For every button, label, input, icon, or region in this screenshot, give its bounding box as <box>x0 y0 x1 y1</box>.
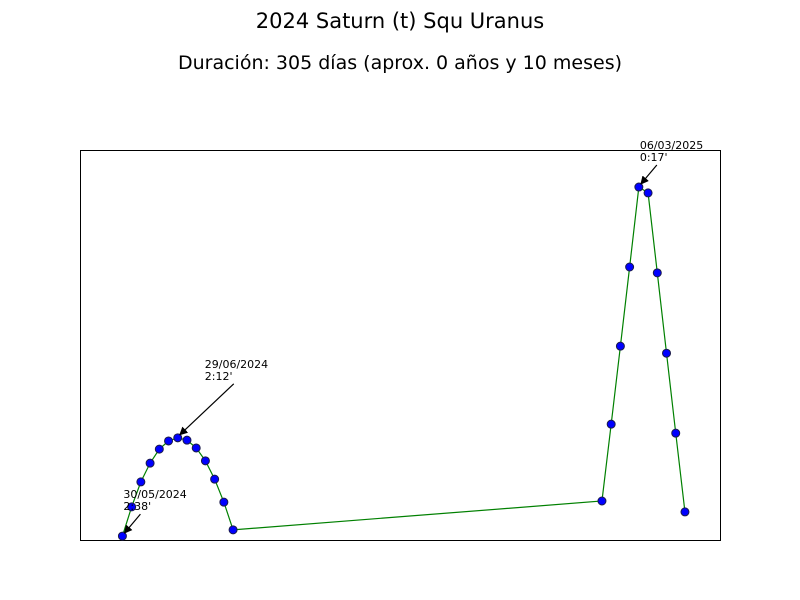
data-point <box>173 433 183 443</box>
data-point <box>182 435 192 445</box>
data-point <box>643 188 653 198</box>
data-point <box>145 458 155 468</box>
data-point <box>652 268 662 278</box>
plot-frame <box>80 150 721 541</box>
data-point <box>117 531 127 541</box>
data-point <box>597 496 607 506</box>
annotation-orb: 2:12' <box>205 370 233 383</box>
chart-title: 2024 Saturn (t) Squ Uranus <box>256 9 544 33</box>
data-point <box>136 477 146 487</box>
data-point <box>164 436 174 446</box>
data-point <box>210 474 220 484</box>
data-point <box>634 182 644 192</box>
data-point <box>606 419 616 429</box>
data-point <box>625 262 635 272</box>
annotation-arrow <box>179 383 235 436</box>
annotation-date: 29/06/2024 <box>205 358 268 371</box>
data-point <box>219 497 229 507</box>
data-point <box>615 341 625 351</box>
data-point <box>200 456 210 466</box>
data-point <box>228 525 238 535</box>
data-point <box>191 443 201 453</box>
annotation-arrow <box>123 513 141 534</box>
annotation-orb: 0:17' <box>640 151 668 164</box>
annotation-date: 06/03/2025 <box>640 139 703 152</box>
data-point <box>662 348 672 358</box>
data-point <box>680 507 690 517</box>
data-point <box>154 444 164 454</box>
chart-subtitle: Duración: 305 días (aprox. 0 años y 10 m… <box>178 52 622 74</box>
annotation-arrow <box>640 164 658 185</box>
data-point <box>671 428 681 438</box>
annotation-orb: 2:38' <box>123 500 151 513</box>
annotation-date: 30/05/2024 <box>123 488 186 501</box>
data-point <box>127 502 137 512</box>
